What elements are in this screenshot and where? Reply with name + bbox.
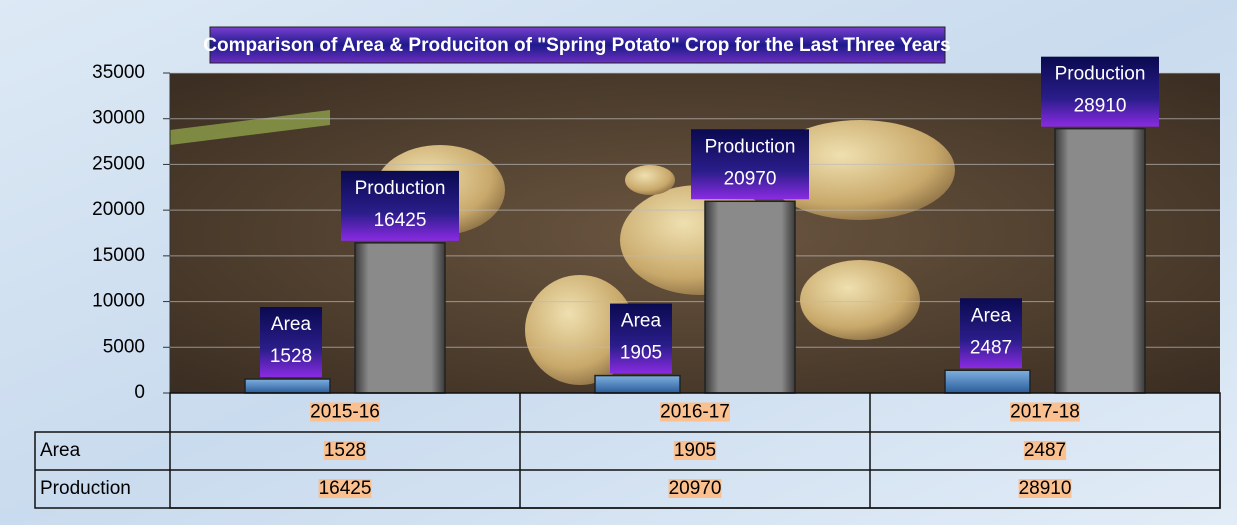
data-label-value: 28910 [1074, 96, 1127, 117]
table-value: 16425 [319, 478, 372, 499]
chart: Comparison of Area & Produciton of "Spri… [0, 0, 1237, 525]
table-value: 28910 [1019, 478, 1072, 499]
data-label-name: Production [1055, 64, 1146, 85]
y-tick-label: 25000 [92, 153, 145, 174]
data-label-name: Production [705, 136, 796, 157]
data-label-name: Area [271, 314, 312, 335]
data-label-value: 1905 [620, 343, 662, 364]
data-label-value: 20970 [724, 168, 777, 189]
x-tick-label: 2015-16 [310, 402, 380, 423]
x-tick-label: 2017-18 [1010, 402, 1080, 423]
y-tick-label: 0 [134, 382, 145, 403]
data-label-value: 2487 [970, 337, 1012, 358]
bar [245, 379, 330, 393]
data-label-name: Area [621, 311, 662, 332]
table-row-label: Area [40, 440, 81, 461]
table-value: 2487 [1024, 440, 1066, 461]
y-tick-label: 10000 [92, 291, 145, 312]
y-tick-label: 5000 [103, 336, 145, 357]
table-value: 1905 [674, 440, 716, 461]
bar [705, 201, 795, 393]
table-row-label: Production [40, 478, 131, 499]
y-tick-label: 30000 [92, 108, 145, 129]
table-value: 1528 [324, 440, 366, 461]
bar [355, 243, 445, 393]
bar [595, 376, 680, 393]
bar [945, 370, 1030, 393]
table-value: 20970 [669, 478, 722, 499]
y-tick-label: 20000 [92, 199, 145, 220]
x-tick-label: 2016-17 [660, 402, 730, 423]
y-tick-label: 35000 [92, 62, 145, 83]
y-tick-label: 15000 [92, 245, 145, 266]
data-label-value: 16425 [374, 210, 427, 231]
data-label-name: Area [971, 305, 1012, 326]
chart-title: Comparison of Area & Produciton of "Spri… [203, 35, 951, 56]
data-label-value: 1528 [270, 346, 312, 367]
data-label-name: Production [355, 178, 446, 199]
bar [1055, 129, 1145, 393]
